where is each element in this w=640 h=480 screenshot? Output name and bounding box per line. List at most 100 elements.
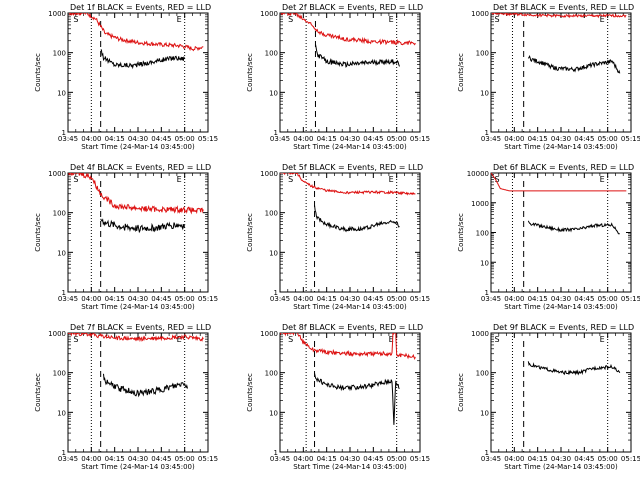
y-tick-label: 1 <box>62 449 66 457</box>
x-tick-label: 05:00 <box>598 135 618 143</box>
x-tick-label: 04:15 <box>105 455 125 463</box>
x-tick-label: 05:15 <box>198 135 218 143</box>
x-tick-label: 04:30 <box>340 295 360 303</box>
y-tick-label: 1000 <box>471 10 489 18</box>
x-tick-label: 03:45 <box>481 135 501 143</box>
x-tick-label: 04:30 <box>128 135 148 143</box>
x-tick-label: 04:45 <box>363 135 383 143</box>
y-tick-label: 1000 <box>48 10 66 18</box>
events-series-line <box>103 373 188 398</box>
events-series-line <box>100 218 186 234</box>
chart-panel: Det 6f BLACK = Events, RED = LLD 1 10 100 10… <box>457 163 640 311</box>
chart-title: Det 5f BLACK = Events, RED = LLD <box>282 163 423 172</box>
x-tick-label: 03:45 <box>58 135 78 143</box>
x-tick-label: 04:00 <box>81 295 101 303</box>
y-tick-label: 100 <box>476 370 489 378</box>
x-tick-label: 04:15 <box>317 295 337 303</box>
x-tick-label: 04:45 <box>363 455 383 463</box>
y-axis-label: Counts/sec <box>246 53 254 92</box>
x-tick-label: 05:00 <box>175 135 195 143</box>
y-axis-label: Counts/sec <box>457 53 465 92</box>
plot-frame <box>279 172 421 293</box>
x-tick-label: 04:00 <box>293 295 313 303</box>
y-tick-label: 10 <box>57 89 66 97</box>
lld-series-line <box>491 173 627 192</box>
x-tick-label: 04:15 <box>528 295 548 303</box>
end-flag: E <box>600 335 605 344</box>
x-tick-label: 03:45 <box>58 295 78 303</box>
y-tick-label: 10 <box>480 409 489 417</box>
x-tick-label: 05:00 <box>175 295 195 303</box>
chart-panel: Det 5f BLACK = Events, RED = LLD 1 10 100 10… <box>246 163 430 311</box>
chart-panel: Det 7f BLACK = Events, RED = LLD 1 10 100 10… <box>34 323 218 471</box>
y-tick-label: 1000 <box>48 330 66 338</box>
x-tick-label: 03:45 <box>481 295 501 303</box>
end-flag: E <box>600 175 605 184</box>
y-tick-label: 1 <box>485 289 489 297</box>
end-flag: E <box>389 175 394 184</box>
y-tick-label: 1 <box>62 289 66 297</box>
chart-title: Det 6f BLACK = Events, RED = LLD <box>493 163 634 172</box>
chart-title: Det 8f BLACK = Events, RED = LLD <box>282 323 423 332</box>
start-flag: S <box>288 175 293 184</box>
x-tick-label: 04:45 <box>151 295 171 303</box>
y-tick-label: 1000 <box>260 10 278 18</box>
y-tick-label: 10 <box>269 409 278 417</box>
y-tick-label: 1000 <box>471 200 489 208</box>
y-tick-label: 1 <box>485 449 489 457</box>
x-tick-label: 05:00 <box>387 455 407 463</box>
y-tick-label: 1 <box>485 129 489 137</box>
y-tick-label: 100 <box>53 370 66 378</box>
y-tick-label: 1000 <box>48 170 66 178</box>
y-tick-label: 1 <box>62 129 66 137</box>
x-tick-label: 05:15 <box>410 295 430 303</box>
x-tick-label: 04:45 <box>151 455 171 463</box>
start-flag: S <box>73 175 78 184</box>
plot-frame <box>490 12 632 133</box>
start-flag: S <box>288 15 293 24</box>
x-tick-label: 04:00 <box>293 455 313 463</box>
x-axis-label: Start Time (24-Mar-14 03:45:00) <box>504 463 618 471</box>
x-tick-label: 04:30 <box>128 455 148 463</box>
events-series-line <box>527 361 621 376</box>
end-flag: E <box>177 15 182 24</box>
y-axis-label: Counts/sec <box>34 213 42 252</box>
y-axis-label: Counts/sec <box>34 53 42 92</box>
x-tick-label: 04:00 <box>81 135 101 143</box>
lld-series-line <box>280 13 416 46</box>
x-tick-label: 04:30 <box>340 455 360 463</box>
y-axis-label: Counts/sec <box>457 373 465 412</box>
start-flag: S <box>73 15 78 24</box>
lld-series-line <box>68 13 204 52</box>
events-series-line <box>314 372 400 425</box>
y-tick-label: 1 <box>274 289 278 297</box>
x-tick-label: 03:45 <box>481 455 501 463</box>
x-tick-label: 04:00 <box>504 295 524 303</box>
events-series-line <box>527 220 620 235</box>
y-tick-label: 100 <box>265 210 278 218</box>
x-tick-label: 03:45 <box>270 455 290 463</box>
x-tick-label: 04:30 <box>128 295 148 303</box>
start-flag: S <box>73 335 78 344</box>
y-tick-label: 10 <box>480 259 489 267</box>
y-tick-label: 10 <box>57 249 66 257</box>
x-axis-label: Start Time (24-Mar-14 03:45:00) <box>293 303 407 311</box>
x-tick-label: 05:15 <box>198 295 218 303</box>
chart-panel: Det 1f BLACK = Events, RED = LLD 1 10 100 10… <box>34 3 218 151</box>
chart-panel: Det 3f BLACK = Events, RED = LLD 1 10 100 10… <box>457 3 640 151</box>
lld-series-line <box>68 333 204 343</box>
x-tick-label: 04:00 <box>293 135 313 143</box>
x-tick-label: 03:45 <box>58 455 78 463</box>
x-axis-label: Start Time (24-Mar-14 03:45:00) <box>81 143 195 151</box>
x-tick-label: 04:15 <box>105 135 125 143</box>
lld-series-line <box>491 13 627 19</box>
plot-frame <box>67 172 209 293</box>
y-tick-label: 100 <box>53 50 66 58</box>
chart-title: Det 1f BLACK = Events, RED = LLD <box>70 3 211 12</box>
y-tick-label: 1 <box>274 129 278 137</box>
x-tick-label: 05:15 <box>410 135 430 143</box>
x-tick-label: 03:45 <box>270 135 290 143</box>
end-flag: E <box>177 175 182 184</box>
start-flag: S <box>494 335 499 344</box>
